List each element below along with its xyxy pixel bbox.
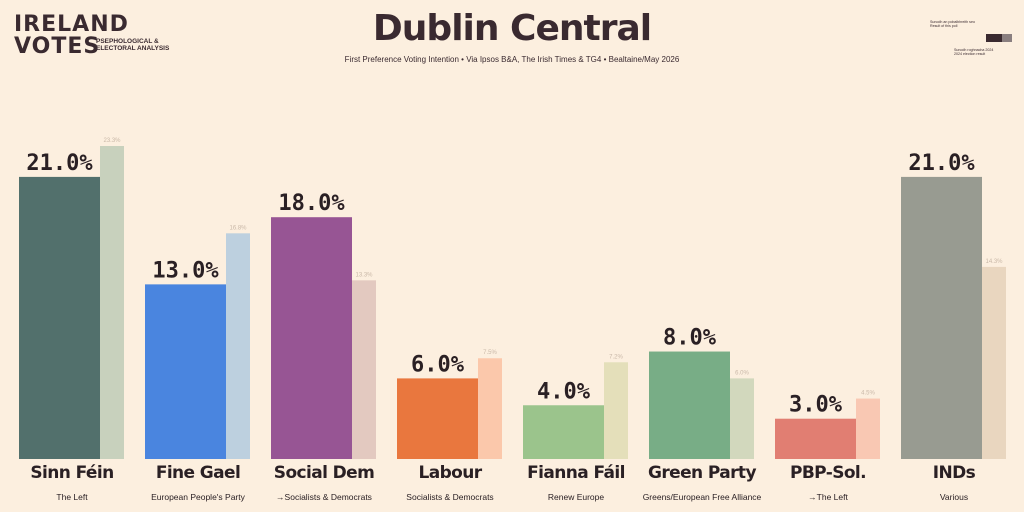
legend-previous-swatch — [1002, 34, 1012, 42]
value-label-previous-fianna-f-il: 7.2% — [609, 354, 623, 360]
bar-current-green-party — [649, 351, 730, 459]
legend-current-swatch — [986, 34, 1008, 42]
category-label-social-dem: Social Dem — [273, 463, 375, 483]
chart-subtitle: First Preference Voting Intention • Via … — [344, 55, 680, 64]
bar-previous-labour — [478, 358, 502, 459]
bar-current-inds — [901, 176, 982, 459]
chart-title: Dublin Central — [372, 8, 652, 49]
value-label-previous-sinn-f-in: 23.3% — [103, 138, 121, 144]
value-label-previous-pbp-sol: 4.5% — [861, 391, 875, 397]
value-label-previous-social-dem: 13.3% — [355, 272, 373, 278]
category-group-fine-gael: European People's Party — [151, 492, 245, 502]
legend-previous-label: Sunodh roghnacha 2024 2024 election resu… — [954, 48, 994, 57]
category-group-sinn-f-in: The Left — [56, 492, 88, 502]
value-label-current-fianna-f-il: 4.0% — [537, 379, 591, 404]
value-label-current-social-dem: 18.0% — [278, 191, 345, 216]
bar-previous-social-dem — [352, 280, 376, 459]
value-label-previous-labour: 7.5% — [483, 350, 497, 356]
logo-tagline: PSEPHOLOGICAL & ELECTORAL ANALYSIS — [96, 38, 170, 52]
bar-current-pbp-sol — [775, 418, 856, 459]
bar-current-fine-gael — [145, 284, 226, 459]
category-group-labour: Socialists & Democrats — [406, 492, 494, 502]
category-group-social-dem: →Socialists & Democrats — [276, 492, 372, 502]
bar-previous-fianna-f-il — [604, 362, 628, 459]
logo-word-ireland: IRELAND — [14, 12, 129, 37]
category-label-fianna-f-il: Fianna Fáil — [527, 463, 625, 483]
value-label-current-green-party: 8.0% — [663, 326, 717, 351]
value-label-current-fine-gael: 13.0% — [152, 258, 219, 283]
value-label-previous-fine-gael: 16.8% — [229, 225, 247, 231]
category-label-fine-gael: Fine Gael — [155, 463, 241, 483]
value-label-current-pbp-sol: 3.0% — [789, 393, 843, 418]
bar-previous-pbp-sol — [856, 398, 880, 459]
value-label-current-labour: 6.0% — [411, 352, 465, 377]
category-label-sinn-f-in: Sinn Féin — [30, 463, 114, 483]
bar-current-social-dem — [271, 217, 352, 459]
legend-current-label: Sunodh an pobalbhreith seo Result of thi… — [930, 20, 975, 29]
value-label-previous-green-party: 6.0% — [735, 370, 749, 376]
bar-current-sinn-f-in — [19, 176, 100, 459]
ireland-votes-logo: IRELAND VOTES PSEPHOLOGICAL & ELECTORAL … — [14, 14, 174, 64]
legend: Sunodh an pobalbhreith seo Result of thi… — [928, 20, 1018, 70]
category-label-labour: Labour — [418, 463, 482, 483]
category-group-green-party: Greens/European Free Alliance — [642, 492, 762, 502]
value-label-previous-inds: 14.3% — [985, 259, 1003, 265]
category-label-green-party: Green Party — [648, 463, 756, 483]
bar-previous-inds — [982, 266, 1006, 459]
category-group-inds: Various — [939, 492, 969, 502]
category-group-fianna-f-il: Renew Europe — [547, 492, 605, 502]
bar-current-fianna-f-il — [523, 405, 604, 459]
bar-current-labour — [397, 378, 478, 459]
bar-previous-sinn-f-in — [100, 146, 124, 459]
category-group-pbp-sol: →The Left — [808, 492, 848, 502]
logo-word-votes: VOTES — [14, 34, 101, 59]
value-label-current-inds: 21.0% — [908, 151, 975, 176]
bar-previous-fine-gael — [226, 233, 250, 459]
category-label-pbp-sol: PBP-Sol. — [789, 463, 867, 483]
bar-previous-green-party — [730, 378, 754, 459]
value-label-current-sinn-f-in: 21.0% — [26, 151, 93, 176]
category-label-inds: INDs — [932, 463, 976, 483]
